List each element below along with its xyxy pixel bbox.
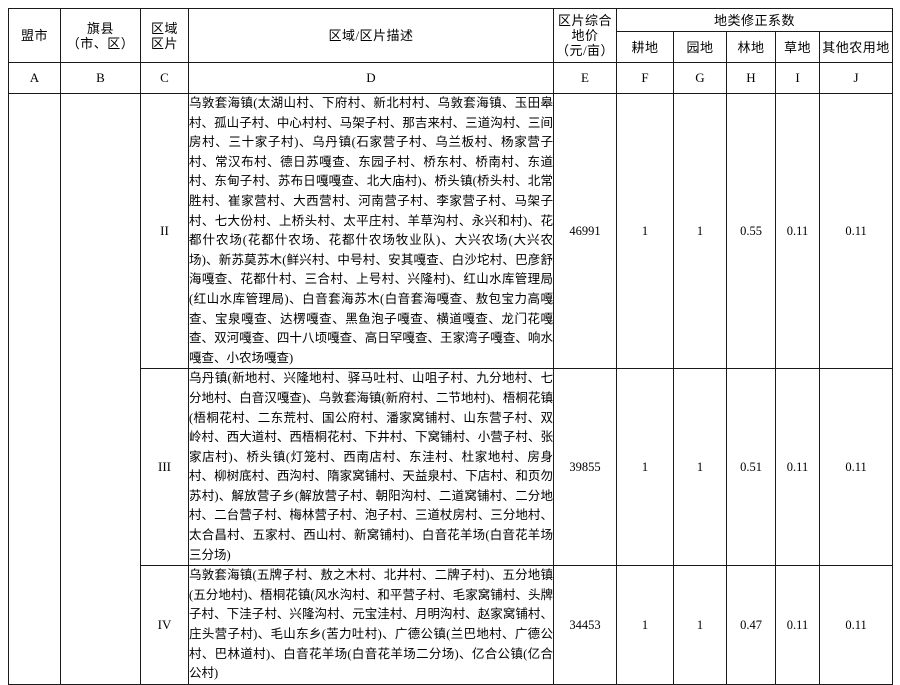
header-coef-garden: 园地 bbox=[673, 31, 727, 63]
column-letter-e: E bbox=[553, 62, 617, 94]
header-coef-grass-label: 草地 bbox=[783, 39, 811, 55]
document-page: 盟市 旗县 （市、区） 区域 区片 区域/区片描述 区片综合 地价 （元/亩） bbox=[8, 8, 894, 685]
column-letter-f: F bbox=[616, 62, 674, 94]
header-row-primary: 盟市 旗县 （市、区） 区域 区片 区域/区片描述 区片综合 地价 （元/亩） bbox=[8, 8, 894, 63]
table-header: 盟市 旗县 （市、区） 区域 区片 区域/区片描述 区片综合 地价 （元/亩） bbox=[8, 8, 894, 94]
cell-coef-other: 0.11 bbox=[818, 92, 894, 370]
cell-price: 39855 bbox=[553, 368, 617, 567]
column-letter-c: C bbox=[140, 62, 189, 94]
cell-coef-grass: 0.11 bbox=[775, 565, 820, 685]
cell-qi-xian bbox=[60, 93, 141, 685]
header-description-label: 区域/区片描述 bbox=[328, 28, 414, 43]
header-coefficient-group-label: 地类修正系数 bbox=[714, 12, 796, 28]
cell-description: 乌敦套海镇(太湖山村、下府村、新北村村、乌敦套海镇、玉田皋村、孤山子村、中心村村… bbox=[188, 92, 554, 370]
column-letter-h: H bbox=[726, 62, 776, 94]
header-coef-other-label: 其他农用地 bbox=[822, 39, 890, 55]
header-comprehensive-price: 区片综合 地价 （元/亩） bbox=[553, 8, 617, 63]
column-letter-g: G bbox=[673, 62, 727, 94]
header-coef-grass: 草地 bbox=[775, 31, 820, 63]
header-coef-other: 其他农用地 bbox=[818, 31, 894, 63]
cell-meng-shi bbox=[8, 93, 61, 685]
table-body: II 乌敦套海镇(太湖山村、下府村、新北村村、乌敦套海镇、玉田皋村、孤山子村、中… bbox=[8, 92, 894, 685]
cell-coef-garden: 1 bbox=[673, 565, 727, 685]
header-price-label-1: 区片综合 bbox=[557, 13, 612, 28]
column-letter-d: D bbox=[188, 62, 554, 94]
column-letter-j: J bbox=[818, 62, 894, 94]
header-qi-xian-label-2: （市、区） bbox=[66, 35, 135, 51]
header-qi-xian: 旗县 （市、区） bbox=[60, 8, 141, 63]
cell-coef-garden: 1 bbox=[673, 92, 727, 370]
header-row-letters: A B C D E F G H I J bbox=[8, 62, 894, 94]
table-row: IV 乌敦套海镇(五牌子村、敖之木村、北井村、二牌子村)、五分地镇(五分地村)、… bbox=[9, 565, 894, 685]
column-letter-i: I bbox=[775, 62, 820, 94]
header-meng-shi: 盟市 bbox=[8, 8, 61, 63]
header-qu-yu-label: 区域 bbox=[150, 20, 178, 36]
cell-coef-forest: 0.55 bbox=[726, 92, 776, 370]
cell-coef-forest: 0.51 bbox=[726, 368, 776, 567]
land-price-table: 盟市 旗县 （市、区） 区域 区片 区域/区片描述 区片综合 地价 （元/亩） bbox=[8, 8, 894, 685]
cell-coef-other: 0.11 bbox=[818, 565, 894, 685]
header-qu-yu-qu-pian: 区域 区片 bbox=[140, 8, 189, 63]
header-meng-shi-label: 盟市 bbox=[20, 28, 48, 43]
cell-coef-cultivated: 1 bbox=[616, 368, 674, 567]
cell-price: 34453 bbox=[553, 565, 617, 685]
header-coef-forest-label: 林地 bbox=[737, 39, 765, 55]
table-row: II 乌敦套海镇(太湖山村、下府村、新北村村、乌敦套海镇、玉田皋村、孤山子村、中… bbox=[8, 92, 894, 685]
cell-coef-garden: 1 bbox=[673, 368, 727, 567]
header-coefficient-group: 地类修正系数 bbox=[615, 8, 894, 32]
cell-coef-grass: 0.11 bbox=[775, 368, 820, 567]
cell-coef-forest: 0.47 bbox=[726, 565, 776, 685]
column-letter-b: B bbox=[60, 62, 141, 94]
header-coef-cultivated: 耕地 bbox=[616, 31, 674, 63]
table-row: III 乌丹镇(新地村、兴隆地村、驿马吐村、山咀子村、九分地村、七分地村、白音汉… bbox=[9, 368, 894, 567]
header-qi-xian-label-1: 旗县 bbox=[86, 20, 114, 36]
cell-coef-cultivated: 1 bbox=[616, 92, 674, 370]
cell-qu-pian: III bbox=[140, 368, 189, 567]
header-coef-forest: 林地 bbox=[726, 31, 776, 63]
cell-price: 46991 bbox=[553, 92, 617, 370]
header-price-unit: （元/亩） bbox=[555, 43, 615, 58]
cell-coef-other: 0.11 bbox=[818, 368, 894, 567]
cell-coef-grass: 0.11 bbox=[775, 92, 820, 370]
cell-qu-pian: IV bbox=[140, 565, 189, 685]
header-coef-garden-label: 园地 bbox=[686, 39, 714, 55]
column-letter-a: A bbox=[8, 62, 61, 94]
header-price-label-2: 地价 bbox=[571, 28, 599, 43]
cell-description: 乌敦套海镇(五牌子村、敖之木村、北井村、二牌子村)、五分地镇(五分地村)、梧桐花… bbox=[188, 565, 554, 685]
header-qu-pian-label: 区片 bbox=[150, 35, 178, 51]
header-description: 区域/区片描述 bbox=[188, 8, 554, 63]
cell-coef-cultivated: 1 bbox=[616, 565, 674, 685]
cell-qu-pian: II bbox=[140, 92, 189, 370]
cell-description: 乌丹镇(新地村、兴隆地村、驿马吐村、山咀子村、九分地村、七分地村、白音汉嘎查)、… bbox=[188, 368, 554, 567]
header-coef-cultivated-label: 耕地 bbox=[631, 39, 659, 55]
header-row-secondary: 耕地 园地 林地 草地 其他农用地 bbox=[9, 31, 894, 63]
